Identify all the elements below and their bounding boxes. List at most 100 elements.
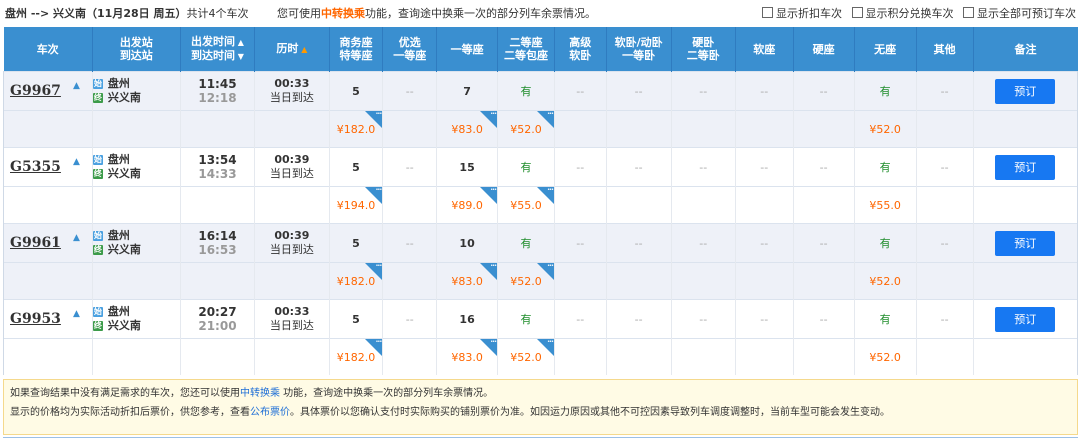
col-stations: 出发站 到达站: [91, 27, 181, 72]
empty-cell: [972, 186, 1078, 224]
empty-cell: [91, 338, 181, 375]
second-class-seat: 有: [497, 299, 555, 339]
first-class-seat: 15: [436, 147, 498, 187]
display-options: 显示折扣车次 显示积分兑换车次 显示全部可预订车次: [756, 5, 1076, 21]
business-seat-value: 5: [352, 84, 360, 98]
train-number-link[interactable]: G5355: [10, 159, 61, 175]
end-station-icon: 终: [92, 321, 103, 331]
train-number-link[interactable]: G9953: [10, 311, 61, 327]
train-number-link[interactable]: G9967: [10, 83, 61, 99]
book-button[interactable]: 预订: [995, 306, 1056, 332]
empty-cell: [670, 338, 736, 375]
second-class-price: ¥52.0: [497, 262, 555, 300]
train-number-link[interactable]: G9961: [10, 235, 61, 251]
book-button[interactable]: 预订: [995, 154, 1056, 180]
soft-sleeper: --: [605, 299, 672, 339]
transfer-link[interactable]: 中转换乘: [240, 388, 280, 399]
price-row: ¥182.0 ¥83.0 ¥52.0 ¥52.0: [3, 110, 1078, 148]
second-class-seat-value: 有: [520, 161, 532, 174]
empty-cell: [91, 186, 181, 224]
business-seat: 5: [328, 147, 383, 187]
empty-cell: [734, 110, 794, 148]
col-soft-sleeper: 软卧/动卧 一等卧: [605, 27, 672, 72]
premium-first-seat: --: [382, 71, 437, 111]
col-duration[interactable]: 历时 ▲: [254, 27, 330, 72]
col-hard-sleeper: 硬卧 二等卧: [670, 27, 736, 72]
published-fare-link[interactable]: 公布票价: [250, 407, 290, 418]
points-option-label[interactable]: 显示积分兑换车次: [865, 7, 954, 20]
query-summary-bar: 盘州 --> 兴义南（11月28日 周五）共计4个车次 您可使用中转换乘功能，查…: [0, 0, 1080, 24]
discount-checkbox[interactable]: [762, 7, 773, 18]
deluxe-sleeper-value: --: [576, 312, 585, 326]
expand-arrow-icon[interactable]: ▲: [73, 81, 80, 91]
start-station-icon: 始: [92, 307, 103, 317]
business-price-value: ¥182.0: [336, 350, 376, 364]
first-class-seat: 10: [436, 223, 498, 263]
empty-cell: [382, 186, 437, 224]
train-cell: G9967 ▲: [3, 71, 93, 111]
duration-cell: 00:33 当日到达: [254, 71, 330, 111]
empty-cell: [553, 262, 607, 300]
empty-cell: [915, 262, 973, 300]
empty-cell: [734, 186, 794, 224]
business-price: ¥182.0: [328, 110, 383, 148]
business-price-value: ¥182.0: [336, 274, 376, 288]
discount-option-label[interactable]: 显示折扣车次: [776, 7, 842, 20]
other-seat-value: --: [940, 84, 949, 98]
second-class-price-value: ¥52.0: [510, 274, 542, 288]
soft-sleeper: --: [605, 223, 672, 263]
empty-cell: [91, 110, 181, 148]
first-class-price: ¥83.0: [436, 338, 498, 375]
second-class-price: ¥52.0: [497, 110, 555, 148]
empty-cell: [792, 186, 855, 224]
bookable-option-label[interactable]: 显示全部可预订车次: [977, 7, 1076, 20]
bottom-divider: [3, 437, 1078, 438]
expand-arrow-icon[interactable]: ▲: [73, 309, 80, 319]
empty-cell: [915, 110, 973, 148]
deluxe-sleeper-value: --: [576, 84, 585, 98]
col-first-class: 一等座: [436, 27, 498, 72]
points-checkbox[interactable]: [851, 7, 863, 18]
expand-arrow-icon[interactable]: ▲: [73, 233, 80, 243]
expand-arrow-icon[interactable]: ▲: [73, 157, 80, 167]
empty-cell: [553, 186, 607, 224]
col-times[interactable]: 出发时间 ▲ 到达时间 ▼: [179, 27, 255, 72]
empty-cell: [670, 186, 736, 224]
soft-seat: --: [734, 299, 794, 339]
empty-cell: [254, 110, 330, 148]
first-class-price-value: ¥89.0: [451, 198, 483, 212]
depart-time: 13:54: [198, 153, 237, 167]
hard-sleeper-value: --: [699, 236, 708, 250]
sort-up-icon: ▲: [298, 45, 308, 54]
times-cell: 11:45 12:18: [179, 71, 255, 111]
duration-value: 00:39: [274, 153, 310, 166]
book-button[interactable]: 预订: [995, 230, 1056, 256]
end-station-icon: 终: [92, 93, 103, 103]
other-seat: --: [915, 299, 973, 339]
transfer-link[interactable]: 中转换乘: [321, 7, 365, 20]
empty-cell: [553, 110, 607, 148]
hard-seat: --: [792, 147, 855, 187]
other-seat-value: --: [940, 160, 949, 174]
depart-time: 11:45: [198, 77, 237, 91]
no-seat-value: 有: [879, 85, 891, 98]
notice-line-2: 显示的价格均为实际活动折扣后票价，供您参考，查看公布票价。具体票价以您确认支付时…: [10, 407, 890, 418]
other-seat-value: --: [940, 312, 949, 326]
first-class-price: ¥89.0: [436, 186, 498, 224]
book-button[interactable]: 预订: [995, 78, 1056, 104]
soft-seat: --: [734, 223, 794, 263]
hard-sleeper: --: [670, 299, 736, 339]
remarks-cell: 预订: [972, 223, 1078, 263]
first-class-price-value: ¥83.0: [451, 122, 483, 136]
train-results-table: 车次 出发站 到达站 出发时间 ▲ 到达时间 ▼ 历时 ▲ 商务座 特等座 优选 一等座…: [3, 27, 1078, 375]
other-seat: --: [915, 71, 973, 111]
empty-cell: [734, 262, 794, 300]
second-class-seat: 有: [497, 223, 555, 263]
hard-seat: --: [792, 71, 855, 111]
notice-line-1: 如果查询结果中没有满足需求的车次，您还可以使用中转换乘 功能，查询途中换乘一次的…: [10, 388, 494, 399]
empty-cell: [605, 338, 672, 375]
hint-text-pre: 您可使用: [277, 7, 321, 20]
notice-box: 如果查询结果中没有满足需求的车次，您还可以使用中转换乘 功能，查询途中换乘一次的…: [3, 379, 1078, 435]
no-seat-value: 有: [879, 161, 891, 174]
bookable-checkbox[interactable]: [963, 7, 974, 18]
